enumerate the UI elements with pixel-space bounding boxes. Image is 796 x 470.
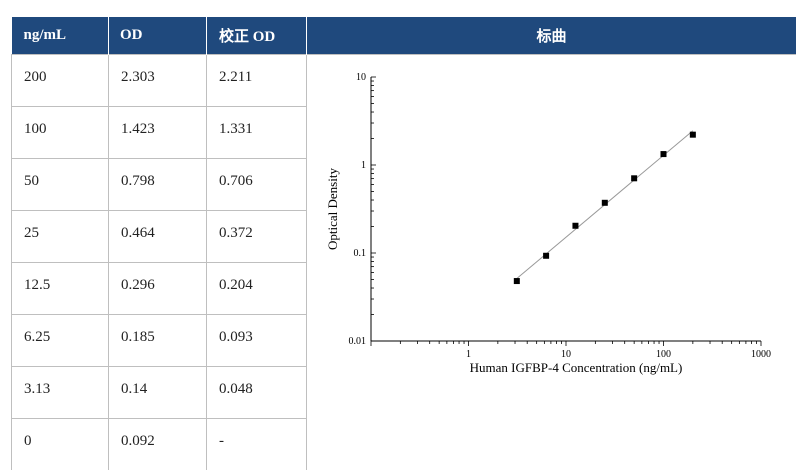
y-tick-label: 10 xyxy=(356,72,366,83)
x-tick-label: 1 xyxy=(466,349,471,360)
conc-cell: 25 xyxy=(12,211,109,263)
data-point xyxy=(543,253,549,259)
header-corrected-od: 校正 OD xyxy=(207,17,307,55)
page-text-fragment xyxy=(0,0,796,17)
od-cell: 0.296 xyxy=(109,263,207,315)
y-axis-title: Optical Density xyxy=(325,168,340,250)
conc-cell: 6.25 xyxy=(12,315,109,367)
y-tick-label: 0.1 xyxy=(354,248,367,259)
conc-cell: 100 xyxy=(12,107,109,159)
header-row: ng/mL OD 校正 OD 标曲 xyxy=(12,17,796,55)
corrected-od-cell: 0.048 xyxy=(207,367,307,419)
data-point xyxy=(631,175,637,181)
header-od: OD xyxy=(109,17,207,55)
od-cell: 0.14 xyxy=(109,367,207,419)
conc-cell: 200 xyxy=(12,55,109,107)
x-tick-label: 1000 xyxy=(751,349,771,360)
corrected-od-cell: 0.372 xyxy=(207,211,307,263)
header-conc: ng/mL xyxy=(12,17,109,55)
conc-cell: 0 xyxy=(12,419,109,470)
od-cell: 0.092 xyxy=(109,419,207,470)
x-tick-label: 10 xyxy=(561,349,571,360)
corrected-od-cell: - xyxy=(207,419,307,470)
y-tick-label: 1 xyxy=(361,160,366,171)
corrected-od-cell: 1.331 xyxy=(207,107,307,159)
data-point xyxy=(572,223,578,229)
x-axis-title: Human IGFBP-4 Concentration (ng/mL) xyxy=(470,360,683,375)
data-point xyxy=(661,151,667,157)
od-cell: 0.464 xyxy=(109,211,207,263)
x-tick-label: 100 xyxy=(656,349,671,360)
corrected-od-cell: 0.093 xyxy=(207,315,307,367)
od-cell: 0.798 xyxy=(109,159,207,211)
od-cell: 2.303 xyxy=(109,55,207,107)
corrected-od-cell: 0.706 xyxy=(207,159,307,211)
conc-cell: 3.13 xyxy=(12,367,109,419)
corrected-od-cell: 0.204 xyxy=(207,263,307,315)
corrected-od-cell: 2.211 xyxy=(207,55,307,107)
header-standard-curve: 标曲 xyxy=(307,17,796,55)
conc-cell: 12.5 xyxy=(12,263,109,315)
data-point xyxy=(602,200,608,206)
data-point xyxy=(514,278,520,284)
conc-cell: 50 xyxy=(12,159,109,211)
data-point xyxy=(690,132,696,138)
od-cell: 1.423 xyxy=(109,107,207,159)
od-cell: 0.185 xyxy=(109,315,207,367)
y-tick-label: 0.01 xyxy=(349,336,367,347)
